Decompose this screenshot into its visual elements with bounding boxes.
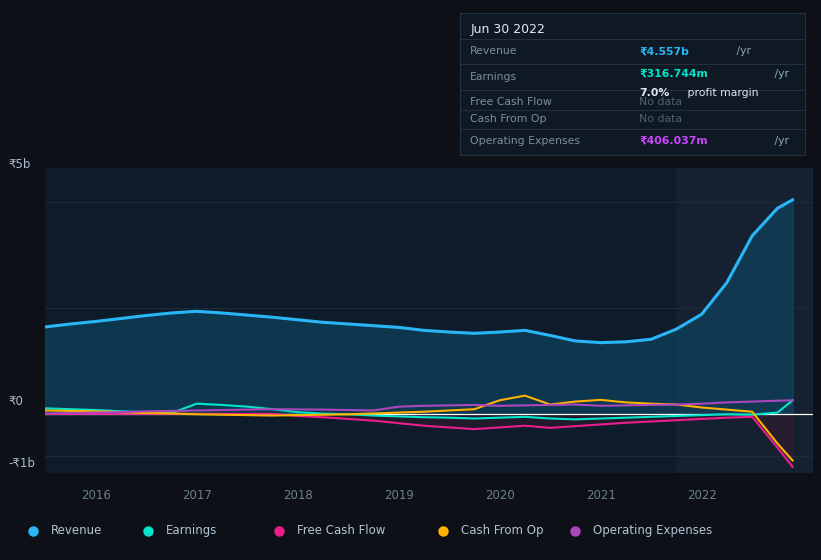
Text: 2018: 2018 [282,489,313,502]
Text: -₹1b: -₹1b [8,456,35,470]
Text: Cash From Op: Cash From Op [461,524,544,538]
Text: ₹5b: ₹5b [8,158,30,171]
Text: Revenue: Revenue [470,46,518,57]
Text: Operating Expenses: Operating Expenses [593,524,712,538]
Text: /yr: /yr [770,69,788,79]
Text: ₹316.744m: ₹316.744m [640,69,709,79]
Text: No data: No data [640,97,682,108]
Text: /yr: /yr [770,136,788,146]
Text: ₹406.037m: ₹406.037m [640,136,708,146]
Text: 2022: 2022 [686,489,717,502]
Text: 2020: 2020 [485,489,515,502]
Text: 2017: 2017 [181,489,212,502]
Text: Free Cash Flow: Free Cash Flow [297,524,386,538]
Text: Revenue: Revenue [51,524,103,538]
Text: Jun 30 2022: Jun 30 2022 [470,23,545,36]
Text: 2016: 2016 [80,489,111,502]
Text: Free Cash Flow: Free Cash Flow [470,97,553,108]
Text: Cash From Op: Cash From Op [470,114,547,124]
Text: Earnings: Earnings [470,72,517,82]
Text: Operating Expenses: Operating Expenses [470,136,580,146]
Text: 7.0%: 7.0% [640,87,670,97]
Bar [677,168,813,473]
Text: ₹0: ₹0 [8,395,23,408]
Text: 2021: 2021 [585,489,616,502]
Text: ₹4.557b: ₹4.557b [640,46,690,57]
Text: profit margin: profit margin [684,87,759,97]
Text: /yr: /yr [732,46,750,57]
Text: Earnings: Earnings [166,524,218,538]
Text: 2019: 2019 [383,489,414,502]
Text: No data: No data [640,114,682,124]
